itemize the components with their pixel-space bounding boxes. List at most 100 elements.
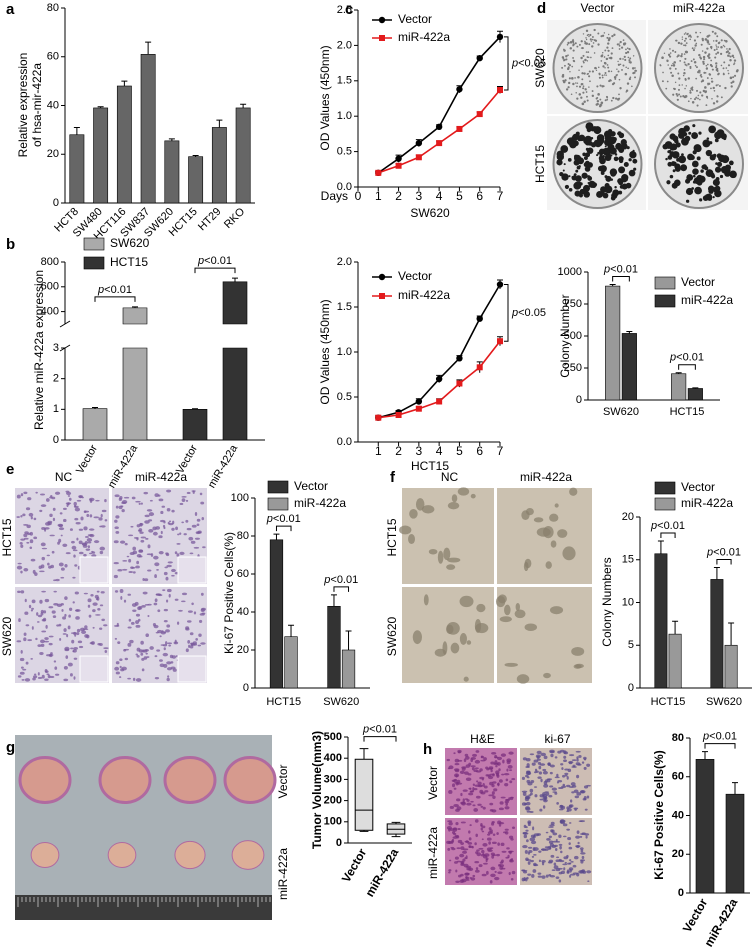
cell	[119, 658, 123, 662]
cell	[78, 540, 83, 545]
cell	[141, 657, 145, 661]
colony	[583, 156, 588, 161]
cell	[522, 871, 528, 874]
colony	[728, 160, 734, 166]
point	[476, 315, 483, 322]
cell	[39, 570, 45, 573]
colony	[567, 63, 570, 66]
colony	[576, 134, 580, 138]
colony	[598, 76, 601, 79]
cell	[511, 778, 516, 781]
cell	[446, 564, 456, 570]
tumor	[107, 842, 137, 868]
colony	[609, 168, 618, 176]
colony	[603, 74, 606, 76]
cell	[571, 766, 577, 768]
bar	[725, 793, 745, 894]
colony	[667, 53, 671, 57]
colony	[609, 56, 612, 59]
colony	[564, 184, 570, 189]
p-value: p<0.01	[603, 263, 638, 275]
colony	[595, 103, 598, 106]
colony	[685, 199, 690, 203]
p-value: p<0.01	[97, 284, 132, 296]
cell	[127, 642, 132, 647]
cell	[558, 834, 562, 839]
cell	[573, 789, 579, 794]
colony	[633, 71, 636, 74]
cell	[97, 643, 101, 646]
colony	[704, 86, 707, 89]
legend-label: Vector	[294, 479, 328, 493]
cell	[62, 543, 68, 548]
colony	[620, 40, 622, 43]
colony	[693, 144, 702, 152]
cell	[586, 763, 591, 767]
cell	[58, 527, 65, 531]
cell	[78, 645, 84, 649]
colony	[694, 44, 697, 47]
legend-marker	[379, 293, 385, 299]
point	[456, 125, 463, 132]
cell	[550, 854, 555, 858]
cell	[408, 534, 416, 545]
colony	[666, 80, 669, 83]
cell	[115, 505, 119, 509]
colony	[613, 82, 616, 85]
cell	[174, 551, 178, 555]
cell	[552, 840, 558, 843]
cell	[159, 663, 165, 668]
colony	[713, 89, 716, 92]
bracket	[504, 36, 509, 91]
cell	[54, 673, 60, 676]
cell	[554, 756, 558, 759]
y-tick-label: 80	[672, 732, 684, 744]
cell	[174, 598, 179, 601]
cell	[179, 551, 185, 555]
y-tick-label: 100	[324, 816, 342, 828]
y-tick-label: 20	[237, 644, 249, 656]
cell	[509, 796, 514, 801]
cell	[181, 498, 186, 502]
cell	[548, 826, 554, 828]
cell	[543, 783, 549, 788]
cell	[581, 761, 585, 764]
legend-swatch	[83, 237, 105, 251]
cell	[452, 836, 458, 839]
cell	[562, 546, 576, 561]
colony	[710, 77, 713, 80]
colony	[685, 85, 688, 87]
cell	[44, 668, 48, 673]
cell	[542, 796, 548, 800]
cell	[527, 772, 531, 775]
box	[354, 758, 374, 831]
cell	[115, 671, 120, 675]
column-label: NC	[55, 470, 73, 484]
bracket	[660, 532, 676, 538]
cell	[30, 658, 34, 660]
colony	[576, 165, 581, 170]
colony	[674, 166, 681, 172]
cell	[166, 661, 172, 665]
cell	[27, 497, 32, 501]
colony	[585, 152, 591, 158]
cell	[506, 847, 510, 850]
cell	[135, 620, 140, 625]
colony	[696, 156, 701, 161]
cell	[507, 854, 510, 859]
cell	[143, 656, 148, 660]
cell	[138, 649, 143, 653]
cell	[437, 550, 444, 564]
cell	[504, 662, 518, 667]
cell	[462, 789, 468, 792]
y-tick-label: 1.0	[337, 110, 352, 122]
colony	[672, 161, 677, 166]
cell	[456, 860, 462, 863]
colony	[623, 177, 628, 182]
cell	[129, 639, 134, 644]
y-tick-label: 2.0	[337, 256, 352, 268]
colony	[705, 64, 708, 67]
bracket	[716, 558, 732, 565]
colony	[697, 70, 700, 74]
cell	[195, 638, 198, 641]
